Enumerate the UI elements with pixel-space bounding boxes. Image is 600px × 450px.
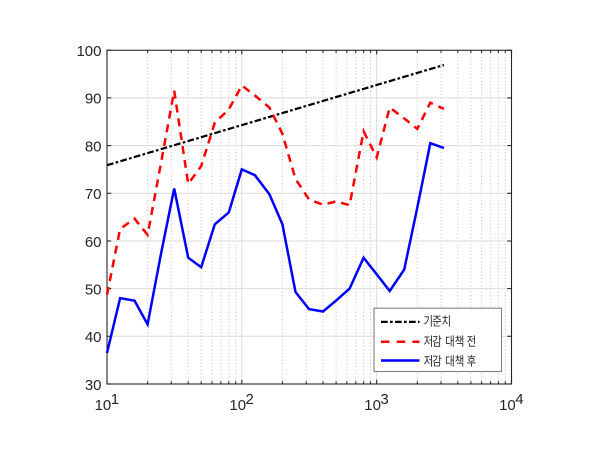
svg-text:10: 10 [364,397,381,414]
svg-text:80: 80 [85,138,102,155]
svg-text:1: 1 [111,391,119,408]
svg-text:4: 4 [515,391,523,408]
svg-text:90: 90 [85,91,102,108]
svg-text:10: 10 [95,397,112,414]
svg-text:40: 40 [85,329,102,346]
svg-text:50: 50 [85,281,102,298]
svg-text:100: 100 [76,43,101,60]
svg-text:70: 70 [85,186,102,203]
svg-text:30: 30 [85,377,102,394]
svg-text:3: 3 [380,391,388,408]
svg-text:10: 10 [229,397,246,414]
svg-text:10: 10 [499,397,516,414]
svg-text:60: 60 [85,234,102,251]
svg-text:2: 2 [246,391,254,408]
